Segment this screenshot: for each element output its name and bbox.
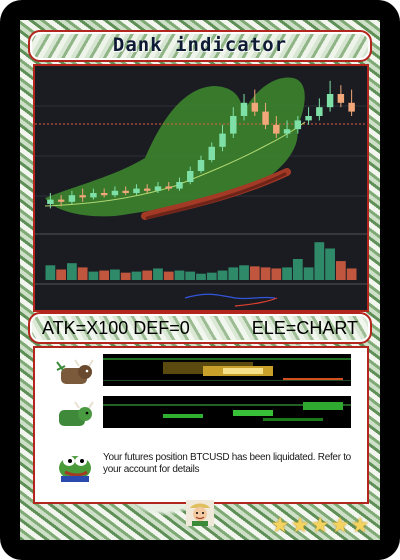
indicator-line-red xyxy=(234,297,278,307)
candle-body xyxy=(133,188,140,193)
description-box: Your futures position BTCUSD has been li… xyxy=(33,346,369,504)
star-icon: ★ xyxy=(270,513,290,537)
volume-bar xyxy=(120,272,131,280)
volume-bar xyxy=(292,259,303,280)
candle-body xyxy=(230,116,237,134)
volume-bar xyxy=(45,265,56,280)
chart-art xyxy=(33,64,369,312)
liquidation-message: Your futures position BTCUSD has been li… xyxy=(103,452,351,475)
candle-body xyxy=(187,171,194,182)
volume-bar xyxy=(67,263,77,280)
volume-bar xyxy=(346,268,357,280)
candle-body xyxy=(68,195,76,202)
volume-bar xyxy=(239,265,249,280)
candle-body xyxy=(100,193,108,196)
volume-bar xyxy=(174,270,185,280)
pepe-frog-icon xyxy=(59,456,91,482)
volume-bar xyxy=(185,271,196,280)
candle-body xyxy=(337,94,345,103)
volume-bar xyxy=(56,269,67,280)
candle-body xyxy=(273,124,280,134)
green-bull-row xyxy=(35,396,367,436)
star-icon: ★ xyxy=(290,513,310,537)
candle-body xyxy=(57,199,65,202)
miner-avatar-icon xyxy=(186,500,214,526)
candle-body xyxy=(251,102,259,112)
glitch-noise xyxy=(103,354,351,386)
volume-bar xyxy=(228,267,239,280)
candle-body xyxy=(294,120,302,130)
candle-body xyxy=(143,188,151,191)
candle-body xyxy=(122,190,129,193)
frog-mouth-inner xyxy=(145,172,287,220)
card-title: Dank indicator xyxy=(112,34,288,56)
volume-bar xyxy=(99,270,110,280)
volume-layer xyxy=(45,242,357,280)
volume-bar xyxy=(217,270,228,280)
element-stat: ELE=CHART xyxy=(251,318,358,338)
volume-bar xyxy=(153,268,163,280)
candle-body xyxy=(154,186,162,191)
volume-bar xyxy=(131,271,142,280)
bull-row xyxy=(35,354,367,394)
stats-bar: ATK=X100 DEF=0 ELE=CHART xyxy=(28,312,372,344)
candlestick-chart xyxy=(35,77,367,307)
glitch-strip-gold xyxy=(103,354,351,386)
glitch-noise-green xyxy=(103,396,351,428)
volume-bar xyxy=(335,261,346,280)
candle-body xyxy=(316,107,323,116)
glitch-strip-green xyxy=(103,396,351,428)
volume-bar xyxy=(110,269,120,280)
volume-bar xyxy=(282,267,292,280)
indicator-line-blue xyxy=(184,293,276,300)
atk-def-stats: ATK=X100 DEF=0 xyxy=(42,318,190,338)
candle-body xyxy=(176,182,183,189)
star-icon: ★ xyxy=(350,513,370,537)
volume-bar xyxy=(314,242,325,280)
volume-bar xyxy=(142,270,153,280)
candle-body xyxy=(47,199,54,204)
candle-body xyxy=(79,195,86,198)
candle-body xyxy=(90,193,97,198)
volume-bar xyxy=(303,267,314,280)
volume-bar xyxy=(88,271,99,280)
liquidation-row: Your futures position BTCUSD has been li… xyxy=(35,446,367,486)
star-icon: ★ xyxy=(330,513,350,537)
candle-body xyxy=(111,190,119,196)
volume-bar xyxy=(249,266,260,280)
rating-stars: ★ ★ ★ ★ ★ xyxy=(270,514,374,536)
candles-layer xyxy=(47,80,355,209)
volume-bar xyxy=(206,272,217,280)
volume-bar xyxy=(196,273,206,280)
title-bar: Dank indicator xyxy=(28,30,372,62)
candle-body xyxy=(348,102,355,112)
candle-body xyxy=(240,102,248,116)
candle-body xyxy=(305,116,312,121)
bull-icon xyxy=(56,359,94,384)
candle-body xyxy=(326,94,334,108)
candle-body xyxy=(165,186,172,189)
volume-bar xyxy=(77,267,88,280)
candle-body xyxy=(283,129,291,134)
green-bull-icon xyxy=(59,401,94,426)
frog-silhouette xyxy=(45,77,305,217)
volume-bar xyxy=(271,268,282,280)
ma-line xyxy=(44,121,306,207)
candle-body xyxy=(197,160,205,171)
volume-bar xyxy=(260,267,271,280)
volume-bar xyxy=(325,248,335,280)
candle-body xyxy=(219,133,226,147)
candle-body xyxy=(262,111,269,125)
volume-bar xyxy=(163,271,174,280)
candle-body xyxy=(208,146,215,160)
star-icon: ★ xyxy=(310,513,330,537)
